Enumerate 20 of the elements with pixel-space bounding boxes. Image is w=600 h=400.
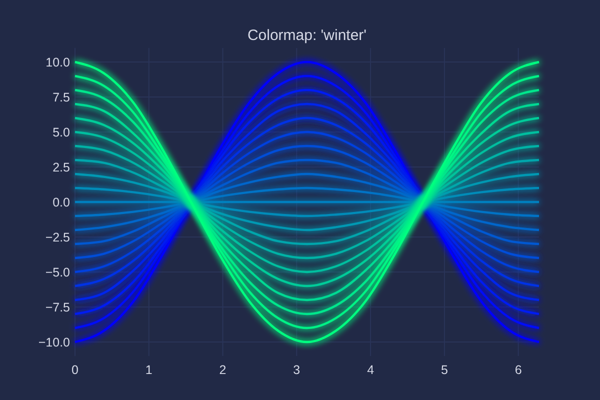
line-series [74,172,540,232]
chart-title: Colormap: 'winter' [247,27,367,44]
y-tick-label: 0.0 [52,195,70,210]
y-tick-label: −10.0 [38,335,70,350]
x-tick-label: 5 [440,363,448,377]
y-tick-label: 2.5 [52,160,70,174]
y-tick-label: 5.0 [52,125,70,140]
x-tick-label: 6 [514,363,522,377]
x-tick-label: 2 [219,363,226,377]
y-tick-label: −2.5 [45,230,70,244]
y-tick-label: 10.0 [46,55,70,70]
y-tick-label: −7.5 [45,300,70,314]
x-tick-label: 0 [72,363,79,377]
x-tick-label: 3 [293,363,300,377]
line-series [74,130,540,274]
x-tick-label: 1 [145,363,152,377]
line-series [74,186,540,218]
y-tick-label: −5.0 [45,265,70,280]
x-tick-label: 4 [367,363,374,377]
y-tick-label: 7.5 [52,90,70,104]
